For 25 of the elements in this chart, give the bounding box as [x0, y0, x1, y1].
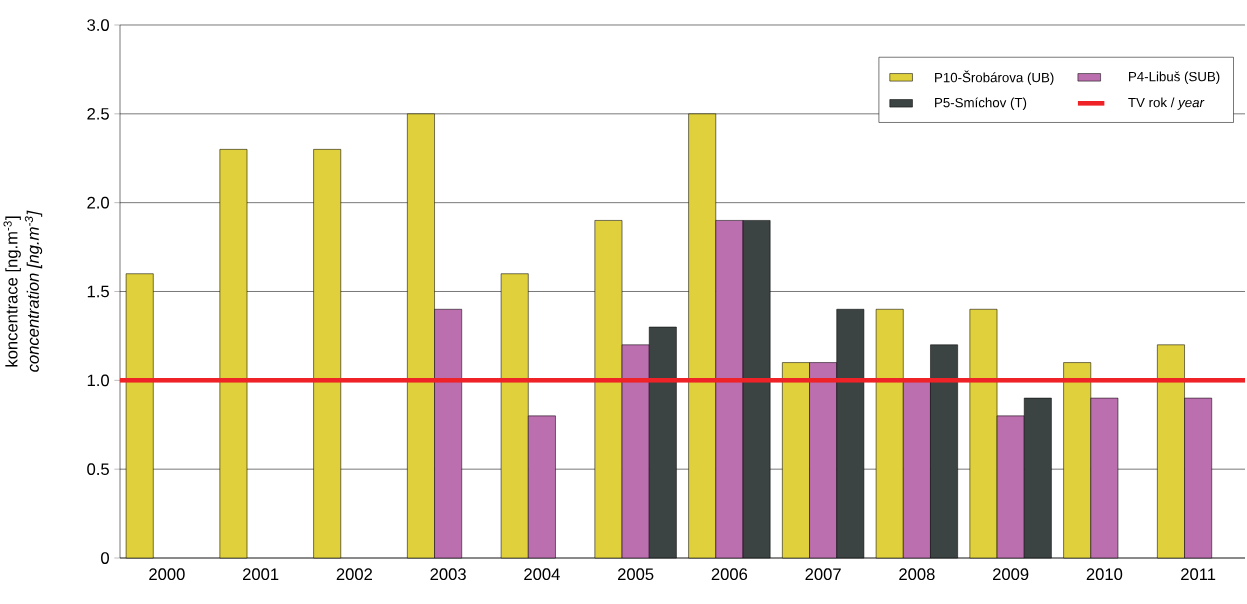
y-tick-label: 0.5	[87, 463, 109, 476]
y-tick-label: 0	[101, 552, 109, 564]
y-tick-label: 2.5	[87, 107, 109, 120]
x-tick-label: 2006	[711, 568, 748, 581]
text: concentration [ng.m$^{-3}$]	[24, 210, 43, 372]
legend-label: P10-Šrobárova (UB)	[935, 70, 1054, 85]
y-tick-label: 1.0	[87, 374, 109, 387]
x-tick-label: 2011	[1181, 568, 1216, 581]
text: koncentrace [ng.m$^{-3}$]	[3, 216, 21, 367]
x-tick-label: 2003	[430, 568, 466, 581]
x-tick-label: 2005	[617, 568, 654, 581]
y-tick-label: 2.0	[87, 196, 109, 209]
y-tick-label: 3.0	[87, 19, 109, 31]
legend-label: P5-Smíchov (T)	[935, 97, 1027, 110]
y-tick-label: 1.5	[87, 285, 109, 298]
x-tick-label: 2008	[899, 568, 935, 581]
x-tick-label: 2002	[336, 568, 372, 581]
x-tick-label: 2007	[805, 568, 841, 581]
legend-label: TV rok / year	[1128, 97, 1205, 110]
x-tick-label: 2009	[993, 568, 1029, 581]
x-tick-label: 2010	[1086, 568, 1123, 581]
x-tick-label: 2001	[242, 568, 279, 581]
legend-label: P4-Libuš (SUB)	[1129, 71, 1220, 84]
x-tick-label: 2000	[149, 568, 185, 581]
x-tick-label: 2004	[524, 568, 560, 581]
